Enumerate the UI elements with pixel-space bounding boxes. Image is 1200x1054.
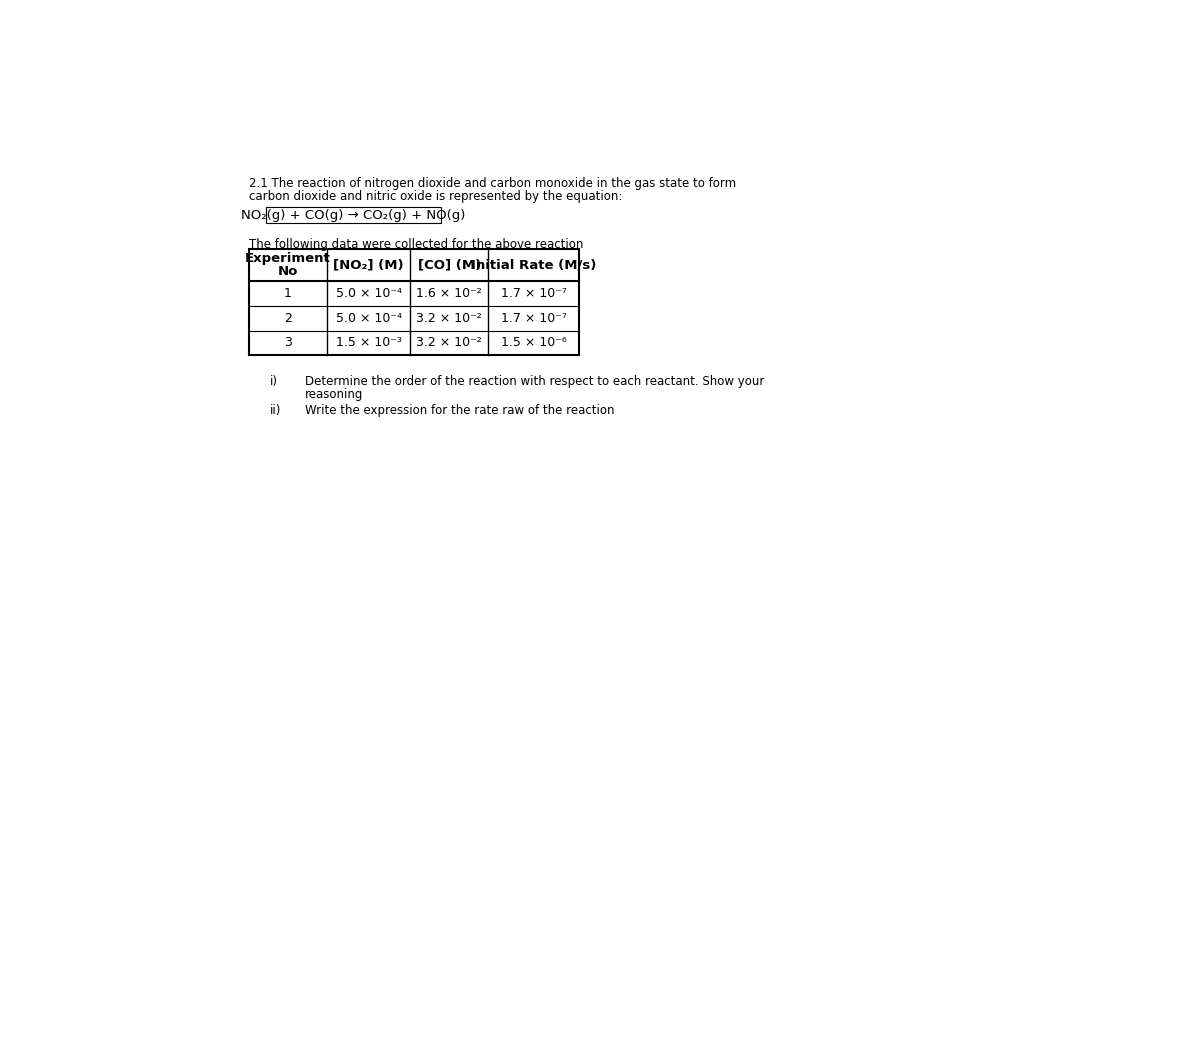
FancyBboxPatch shape	[250, 249, 580, 355]
Text: 1: 1	[284, 287, 292, 300]
Text: 3.2 × 10⁻²: 3.2 × 10⁻²	[416, 312, 482, 325]
Text: 1.6 × 10⁻²: 1.6 × 10⁻²	[416, 287, 482, 300]
Text: No: No	[277, 265, 298, 278]
Text: 1.7 × 10⁻⁷: 1.7 × 10⁻⁷	[500, 287, 566, 300]
Text: 3.2 × 10⁻²: 3.2 × 10⁻²	[416, 336, 482, 349]
Text: The following data were collected for the above reaction: The following data were collected for th…	[250, 238, 583, 251]
Text: 5.0 × 10⁻⁴: 5.0 × 10⁻⁴	[336, 312, 402, 325]
Text: 5.0 × 10⁻⁴: 5.0 × 10⁻⁴	[336, 287, 402, 300]
Text: 1.7 × 10⁻⁷: 1.7 × 10⁻⁷	[500, 312, 566, 325]
Text: 2: 2	[284, 312, 292, 325]
Text: 1.5 × 10⁻³: 1.5 × 10⁻³	[336, 336, 402, 349]
Text: Experiment: Experiment	[245, 252, 331, 266]
Text: 2.1 The reaction of nitrogen dioxide and carbon monoxide in the gas state to for: 2.1 The reaction of nitrogen dioxide and…	[250, 176, 737, 190]
Text: 3: 3	[284, 336, 292, 349]
Text: ii): ii)	[270, 405, 282, 417]
Text: i): i)	[270, 375, 278, 388]
Text: Determine the order of the reaction with respect to each reactant. Show your: Determine the order of the reaction with…	[305, 375, 764, 388]
Text: Write the expression for the rate raw of the reaction: Write the expression for the rate raw of…	[305, 405, 614, 417]
Text: reasoning: reasoning	[305, 388, 364, 401]
Text: [CO] (M): [CO] (M)	[418, 258, 481, 272]
Text: [NO₂] (M): [NO₂] (M)	[334, 258, 404, 272]
Text: carbon dioxide and nitric oxide is represented by the equation:: carbon dioxide and nitric oxide is repre…	[250, 191, 623, 203]
Text: Initial Rate (M/s): Initial Rate (M/s)	[470, 258, 596, 272]
Text: 1.5 × 10⁻⁶: 1.5 × 10⁻⁶	[500, 336, 566, 349]
Text: NO₂(g) + CO(g) → CO₂(g) + NO(g): NO₂(g) + CO(g) → CO₂(g) + NO(g)	[241, 209, 466, 221]
FancyBboxPatch shape	[266, 208, 440, 222]
